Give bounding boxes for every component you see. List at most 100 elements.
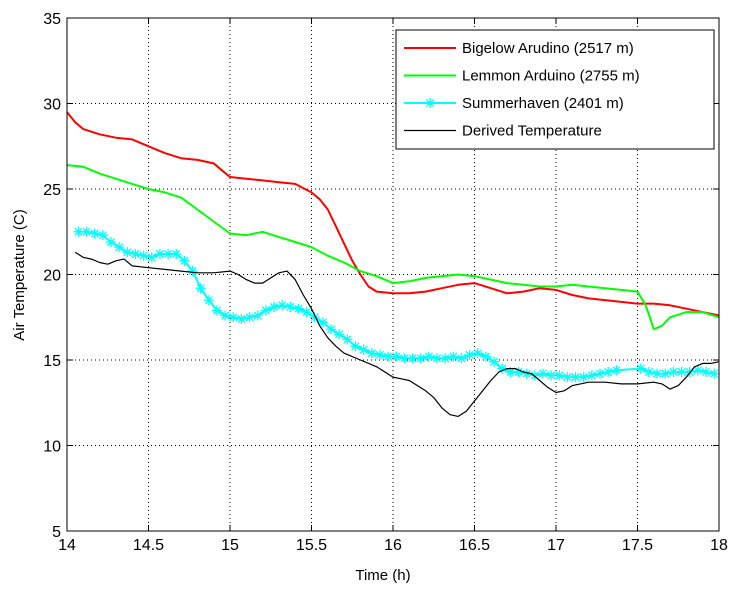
data-point-summerhaven-2401-m	[676, 366, 687, 377]
data-point-summerhaven-2401-m	[432, 353, 443, 364]
data-point-summerhaven-2401-m	[122, 247, 133, 258]
data-point-summerhaven-2401-m	[668, 366, 679, 377]
data-point-summerhaven-2401-m	[440, 353, 451, 364]
legend-label-summerhaven-2401-m: Summerhaven (2401 m)	[462, 95, 624, 112]
data-point-summerhaven-2401-m	[586, 370, 597, 381]
data-point-summerhaven-2401-m	[154, 248, 165, 259]
x-tick-label: 15	[221, 537, 239, 554]
data-point-summerhaven-2401-m	[244, 312, 255, 323]
data-point-summerhaven-2401-m	[472, 348, 483, 359]
data-point-summerhaven-2401-m	[138, 250, 149, 261]
data-point-summerhaven-2401-m	[407, 353, 418, 364]
data-point-summerhaven-2401-m	[464, 349, 475, 360]
data-point-summerhaven-2401-m	[114, 242, 125, 253]
data-point-summerhaven-2401-m	[269, 301, 280, 312]
y-tick-label: 10	[43, 439, 61, 456]
data-point-summerhaven-2401-m	[497, 363, 508, 374]
legend-label-lemmon-arduino-2755-m: Lemmon Arduino (2755 m)	[462, 68, 640, 85]
data-point-summerhaven-2401-m	[187, 266, 198, 277]
legend-label-derived-temperature: Derived Temperature	[462, 123, 602, 140]
data-point-summerhaven-2401-m	[301, 307, 312, 318]
data-point-summerhaven-2401-m	[163, 248, 174, 259]
series-line-lemmon-arduino-2755-m	[66, 164, 720, 331]
data-point-summerhaven-2401-m	[505, 366, 516, 377]
y-tick-label: 25	[43, 182, 61, 199]
data-point-summerhaven-2401-m	[236, 313, 247, 324]
legend-label-bigelow-arudino-2517-m: Bigelow Arudino (2517 m)	[462, 40, 634, 57]
y-tick-label: 30	[43, 97, 61, 114]
data-point-summerhaven-2401-m	[684, 366, 695, 377]
series-lemmon-arduino-2755-m	[66, 164, 720, 331]
series-line-bigelow-arudino-2517-m	[66, 111, 720, 317]
x-tick-label: 18	[710, 537, 728, 554]
data-point-summerhaven-2401-m	[179, 255, 190, 266]
data-point-summerhaven-2401-m	[195, 283, 206, 294]
data-point-summerhaven-2401-m	[342, 334, 353, 345]
axis-ticks: 14 14.5 15 15.5 16 16.5 17 17.5 18 5 10 15 20 25 30 35	[43, 11, 728, 554]
data-point-summerhaven-2401-m	[309, 312, 320, 323]
series-summerhaven-2401-m	[73, 226, 720, 383]
data-point-summerhaven-2401-m	[635, 363, 646, 374]
data-point-summerhaven-2401-m	[456, 353, 467, 364]
data-point-summerhaven-2401-m	[643, 366, 654, 377]
data-point-summerhaven-2401-m	[652, 368, 663, 379]
series-derived-temperature	[74, 251, 720, 417]
data-point-summerhaven-2401-m	[326, 324, 337, 335]
data-point-summerhaven-2401-m	[537, 368, 548, 379]
data-point-summerhaven-2401-m	[603, 366, 614, 377]
data-point-summerhaven-2401-m	[97, 230, 108, 241]
data-point-summerhaven-2401-m	[130, 248, 141, 259]
x-axis-label: Time (h)	[355, 567, 410, 584]
grid	[67, 18, 719, 531]
data-point-summerhaven-2401-m	[562, 372, 573, 383]
data-point-summerhaven-2401-m	[211, 305, 222, 316]
data-point-summerhaven-2401-m	[220, 310, 231, 321]
y-tick-label: 5	[52, 524, 61, 541]
data-point-summerhaven-2401-m	[350, 341, 361, 352]
data-point-summerhaven-2401-m	[260, 305, 271, 316]
data-point-summerhaven-2401-m	[366, 348, 377, 359]
data-point-summerhaven-2401-m	[293, 303, 304, 314]
y-tick-label: 20	[43, 268, 61, 285]
data-point-summerhaven-2401-m	[252, 310, 263, 321]
x-tick-label: 17	[547, 537, 565, 554]
x-tick-label: 16	[384, 537, 402, 554]
series-bigelow-arudino-2517-m	[66, 111, 720, 317]
x-tick-label: 16.5	[459, 537, 490, 554]
data-point-summerhaven-2401-m	[203, 295, 214, 306]
data-point-summerhaven-2401-m	[334, 329, 345, 340]
data-point-summerhaven-2401-m	[277, 300, 288, 311]
data-point-summerhaven-2401-m	[171, 248, 182, 259]
data-point-summerhaven-2401-m	[81, 226, 92, 237]
data-point-summerhaven-2401-m	[660, 368, 671, 379]
data-point-summerhaven-2401-m	[89, 228, 100, 239]
data-point-summerhaven-2401-m	[399, 353, 410, 364]
x-tick-label: 14.5	[133, 537, 164, 554]
legend: Bigelow Arudino (2517 m) Lemmon Arduino (…	[395, 29, 715, 150]
y-tick-label: 15	[43, 353, 61, 370]
data-point-summerhaven-2401-m	[415, 353, 426, 364]
data-point-summerhaven-2401-m	[570, 372, 581, 383]
data-point-summerhaven-2401-m	[73, 226, 84, 237]
plot-area	[66, 111, 720, 417]
x-tick-label: 17.5	[622, 537, 653, 554]
data-point-summerhaven-2401-m	[554, 370, 565, 381]
data-point-summerhaven-2401-m	[374, 349, 385, 360]
data-point-summerhaven-2401-m	[546, 370, 557, 381]
data-point-summerhaven-2401-m	[448, 351, 459, 362]
data-point-summerhaven-2401-m	[146, 252, 157, 263]
legend-box	[395, 29, 715, 150]
data-point-summerhaven-2401-m	[317, 317, 328, 328]
data-point-summerhaven-2401-m	[521, 368, 532, 379]
data-point-summerhaven-2401-m	[423, 351, 434, 362]
data-point-summerhaven-2401-m	[529, 370, 540, 381]
data-point-summerhaven-2401-m	[391, 351, 402, 362]
data-point-summerhaven-2401-m	[285, 301, 296, 312]
data-point-summerhaven-2401-m	[383, 351, 394, 362]
data-point-summerhaven-2401-m	[700, 366, 711, 377]
data-point-summerhaven-2401-m	[709, 368, 720, 379]
legend-marker-summerhaven-2401-m	[425, 98, 435, 108]
data-point-summerhaven-2401-m	[692, 365, 703, 376]
data-point-summerhaven-2401-m	[228, 312, 239, 323]
